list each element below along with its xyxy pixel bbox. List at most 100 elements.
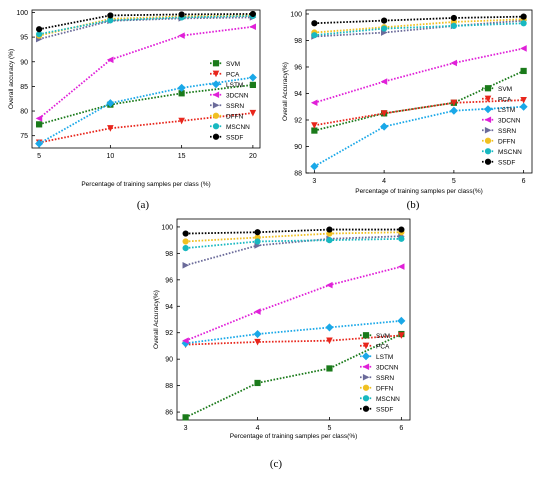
series-line bbox=[185, 333, 402, 419]
panel-label: (a) bbox=[137, 199, 150, 211]
series-lstm bbox=[181, 316, 406, 348]
chart-panel-c: 3 4 5 6 86 88 90 92 94 96 98 100 Percentage of train… bbox=[153, 218, 411, 470]
x-tick-label: 6 bbox=[522, 178, 526, 185]
x-tick-label: 10 bbox=[106, 153, 114, 160]
y-tick-label: 75 bbox=[20, 133, 28, 140]
data-point bbox=[254, 229, 261, 236]
legend-entry-3dcnn: 3DCNN bbox=[482, 116, 521, 124]
series-ssdf bbox=[36, 10, 256, 33]
y-tick-label: 85 bbox=[20, 84, 28, 91]
data-point bbox=[178, 11, 185, 18]
legend-entry-svm: SVM bbox=[482, 85, 512, 93]
x-tick-label: 4 bbox=[256, 425, 260, 432]
series-ssdf bbox=[182, 226, 405, 237]
x-tick-label: 15 bbox=[178, 153, 186, 160]
series-svm bbox=[311, 67, 527, 134]
y-tick-label: 88 bbox=[294, 171, 302, 178]
data-point bbox=[325, 281, 333, 289]
x-tick-label: 6 bbox=[399, 425, 403, 432]
legend: SVM PCA LSTM 3DCNN SSRN DFFN MSCNN SSDF bbox=[210, 60, 250, 141]
x-tick-label: 4 bbox=[382, 178, 386, 185]
data-point bbox=[107, 125, 114, 132]
series-line bbox=[38, 84, 253, 126]
legend-marker bbox=[362, 384, 370, 391]
series-line bbox=[314, 22, 524, 37]
legend-entry-dffn: DFFN bbox=[360, 384, 394, 392]
legend-label: MSCNN bbox=[376, 396, 400, 403]
data-point bbox=[398, 235, 405, 242]
data-point bbox=[249, 109, 257, 117]
y-axis-label: Overall Accuracy(%) bbox=[153, 290, 160, 349]
legend-entry-ssrn: SSRN bbox=[210, 101, 244, 110]
legend-marker bbox=[211, 80, 221, 89]
legend-label: MSCNN bbox=[498, 149, 522, 156]
legend-marker bbox=[362, 373, 370, 381]
series-lstm bbox=[310, 102, 528, 171]
series-line bbox=[314, 15, 524, 25]
legend-marker bbox=[484, 116, 492, 124]
series-3dcnn bbox=[310, 45, 527, 107]
data-point bbox=[381, 25, 388, 32]
chart-panel-b: 3 4 5 6 88 90 92 94 96 98 100 Percentage of trainin… bbox=[282, 9, 533, 211]
data-point bbox=[449, 106, 458, 115]
legend-entry-mscnn: MSCNN bbox=[360, 395, 400, 403]
legend-label: MSCNN bbox=[226, 124, 250, 131]
data-point bbox=[310, 99, 318, 107]
y-tick-label: 90 bbox=[165, 357, 173, 364]
series-ssdf bbox=[311, 13, 527, 27]
legend-entry-svm: SVM bbox=[210, 60, 240, 68]
legend-marker bbox=[362, 405, 370, 412]
legend-marker bbox=[483, 105, 493, 114]
data-point bbox=[311, 122, 318, 129]
legend-label: LSTM bbox=[376, 354, 393, 361]
series-line bbox=[314, 19, 524, 38]
y-tick-label: 92 bbox=[165, 330, 173, 337]
y-tick-label: 92 bbox=[294, 117, 302, 124]
data-point bbox=[450, 99, 458, 107]
series-line bbox=[38, 15, 253, 36]
legend-entry-ssdf: SSDF bbox=[210, 133, 243, 141]
series-mscnn bbox=[182, 235, 405, 252]
legend-marker bbox=[362, 363, 370, 371]
legend-label: PCA bbox=[226, 71, 240, 78]
legend-label: DFFN bbox=[226, 113, 244, 120]
legend-entry-lstm: LSTM bbox=[360, 352, 393, 361]
series-line bbox=[185, 228, 402, 235]
data-point bbox=[326, 365, 333, 372]
series-dffn bbox=[36, 12, 256, 39]
series-3dcnn bbox=[35, 23, 256, 122]
data-point bbox=[36, 121, 43, 128]
legend-marker bbox=[362, 332, 370, 339]
data-point bbox=[35, 139, 44, 148]
series-line bbox=[314, 18, 524, 34]
y-tick-label: 86 bbox=[165, 410, 173, 417]
y-tick-label: 100 bbox=[161, 224, 173, 231]
data-point bbox=[520, 20, 527, 27]
legend-marker bbox=[212, 101, 220, 109]
x-tick-label: 5 bbox=[452, 178, 456, 185]
x-tick-label: 5 bbox=[328, 425, 332, 432]
chart-panel-a: 5 10 15 20 75 80 85 90 95 100 Percentage of traini… bbox=[8, 9, 261, 211]
data-point bbox=[254, 308, 261, 315]
data-point bbox=[398, 226, 405, 233]
y-tick-label: 90 bbox=[294, 144, 302, 151]
data-point bbox=[253, 330, 262, 339]
series-line bbox=[38, 76, 254, 145]
legend-label: SVM bbox=[498, 86, 512, 93]
data-point bbox=[326, 226, 333, 233]
legend-marker bbox=[484, 85, 492, 92]
data-point bbox=[182, 238, 189, 245]
legend-marker bbox=[362, 342, 370, 350]
data-point bbox=[177, 83, 186, 92]
data-point bbox=[380, 78, 388, 85]
data-point bbox=[248, 73, 257, 82]
legend-label: SSRN bbox=[498, 128, 516, 135]
data-point bbox=[450, 59, 457, 67]
y-tick-label: 94 bbox=[165, 304, 173, 311]
data-point bbox=[249, 23, 256, 31]
data-point bbox=[310, 162, 319, 171]
x-axis-label: Percentage of training samples per class… bbox=[81, 181, 210, 188]
x-axis-label: Percentage of training samples per class… bbox=[355, 188, 483, 195]
data-point bbox=[380, 122, 389, 131]
legend-entry-ssrn: SSRN bbox=[482, 126, 516, 135]
